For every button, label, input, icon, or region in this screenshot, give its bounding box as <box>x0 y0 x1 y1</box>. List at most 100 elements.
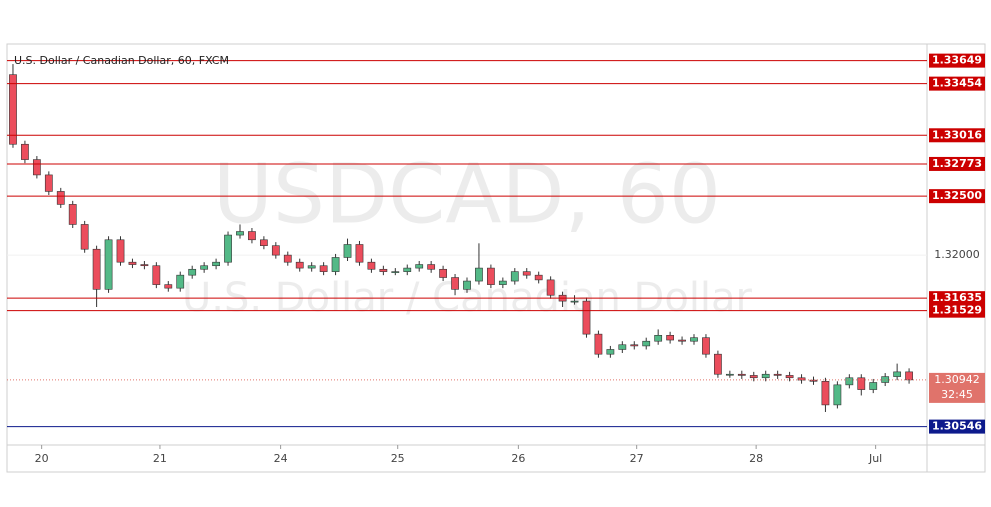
x-tick-label: 20 <box>35 452 49 465</box>
candle-body <box>176 274 185 289</box>
candle-body <box>630 344 639 347</box>
candle-body <box>773 373 782 376</box>
candle-body <box>212 261 220 267</box>
candle-body <box>200 265 209 270</box>
candle-body <box>690 337 698 342</box>
countdown-label: 32:45 <box>941 388 973 401</box>
candle-body <box>642 340 651 347</box>
candle-body <box>725 373 734 376</box>
candle-body <box>21 143 29 160</box>
candle-body <box>582 300 591 335</box>
candle-body <box>666 335 675 341</box>
watermark: USDCAD, 60 <box>213 147 721 242</box>
level-label-box <box>929 189 985 204</box>
candle-body <box>487 267 495 285</box>
x-tick-label: 24 <box>274 452 288 465</box>
candle-body <box>104 239 113 290</box>
candle-body <box>271 245 280 256</box>
x-tick-label: Jul <box>868 452 882 465</box>
candle-body <box>56 191 65 205</box>
x-tick-label: 21 <box>153 452 167 465</box>
candle-body <box>797 377 806 381</box>
candle-body <box>749 375 758 379</box>
candle-body <box>881 376 890 383</box>
candle-body <box>737 373 746 376</box>
level-label-box <box>929 76 985 91</box>
level-label-box <box>929 303 985 318</box>
candle-body <box>152 265 161 285</box>
candle-body <box>785 375 794 379</box>
level-label-box <box>929 156 985 171</box>
candle-body <box>295 261 304 269</box>
candle-body <box>367 261 376 270</box>
last-price-label: 1.30942 <box>934 373 980 386</box>
candle-body <box>845 377 854 386</box>
level-label-box <box>929 419 985 434</box>
candle-body <box>522 271 531 276</box>
candle-body <box>534 274 543 281</box>
candle-body <box>510 271 519 282</box>
candle-body <box>869 382 878 390</box>
candle-body <box>403 267 412 272</box>
candle-body <box>809 379 818 382</box>
y-tick-label: 1.32000 <box>934 248 980 261</box>
candle-body <box>164 284 173 289</box>
candle-body <box>451 277 459 290</box>
candle-body <box>32 159 41 176</box>
candle-body <box>355 244 364 263</box>
candle-body <box>714 353 722 375</box>
candle-body <box>415 264 424 269</box>
candle-body <box>391 271 400 273</box>
candle-body <box>307 265 316 269</box>
candle-body <box>128 261 137 265</box>
candle-body <box>678 339 686 342</box>
candle-body <box>259 239 268 246</box>
x-tick-label: 25 <box>391 452 405 465</box>
candle-body <box>761 373 770 379</box>
level-label: 1.32500 <box>932 189 982 202</box>
candle-body <box>319 265 328 272</box>
candle-body <box>498 280 507 285</box>
candle-body <box>427 264 436 270</box>
candle-body <box>594 333 603 355</box>
candle-body <box>618 344 627 350</box>
level-label: 1.30546 <box>932 420 982 433</box>
level-label-box <box>929 291 985 306</box>
level-label: 1.33454 <box>932 77 982 90</box>
level-label: 1.31635 <box>932 291 982 304</box>
candle-body <box>654 335 663 342</box>
level-label: 1.32773 <box>932 157 982 170</box>
candle-body <box>248 231 256 241</box>
level-label: 1.31529 <box>932 304 982 317</box>
candle-body <box>140 264 149 267</box>
candle-body <box>857 377 866 390</box>
candle-body <box>116 239 125 263</box>
last-price-box <box>929 372 985 403</box>
candle-body <box>331 257 340 272</box>
candle-body <box>570 300 579 303</box>
candle-body <box>821 381 830 406</box>
x-tick-label: 28 <box>749 452 763 465</box>
candle-body <box>833 384 842 406</box>
candle-body <box>224 234 232 263</box>
candle-body <box>439 268 447 278</box>
candle-body <box>379 268 388 272</box>
candle-body <box>68 204 77 225</box>
candle-body <box>236 231 244 236</box>
level-label: 1.33016 <box>932 128 982 141</box>
candle-body <box>463 280 471 290</box>
x-tick-label: 27 <box>630 452 644 465</box>
candle-body <box>702 337 710 355</box>
candle-body <box>92 248 101 290</box>
level-label: 1.33649 <box>932 54 982 67</box>
candle-body <box>893 371 902 377</box>
candle-body <box>188 268 197 276</box>
x-tick-label: 26 <box>511 452 525 465</box>
candle-body <box>44 174 53 192</box>
candle-body <box>475 267 483 282</box>
candle-body <box>9 74 17 145</box>
chart-title: U.S. Dollar / Canadian Dollar, 60, FXCM <box>14 54 229 67</box>
level-label-box <box>929 53 985 68</box>
chart-frame <box>6 43 986 473</box>
